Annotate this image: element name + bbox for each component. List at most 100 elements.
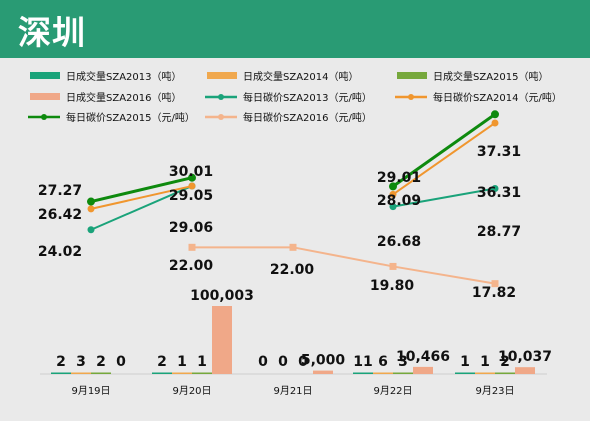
legend-swatch-1	[30, 72, 60, 79]
legend-label-6: 每日碳价SZA2014（元/吨）	[433, 91, 562, 104]
bar-label: 0	[258, 354, 268, 370]
legend-label-4: 日成交量SZA2016（吨）	[66, 91, 182, 104]
line-label: 22.00	[169, 258, 214, 274]
legend-marker-8	[218, 114, 224, 120]
line-segment-4	[292, 246, 394, 268]
bar-label: 0	[278, 354, 288, 370]
line-point-4	[188, 243, 196, 251]
bar-1-5	[455, 372, 475, 374]
x-tick-label: 9月19日	[71, 385, 110, 397]
line-segment-3	[392, 113, 496, 188]
x-tick-label: 9月23日	[475, 385, 514, 397]
bar-1-1	[51, 372, 71, 374]
line-point-2	[87, 205, 95, 213]
bar-2-1	[71, 372, 91, 374]
bar-label: 100,003	[190, 288, 254, 304]
bar-label: 2	[500, 354, 510, 370]
bar-label: 2	[56, 354, 66, 370]
page-title: 深圳	[18, 13, 86, 52]
title-bar: 深圳	[0, 0, 590, 58]
bar-2-2	[172, 372, 192, 374]
legend-swatch-2	[207, 72, 237, 79]
bar-1-4	[353, 372, 373, 374]
line-point-2	[389, 190, 397, 198]
line-segment-4	[392, 265, 496, 285]
line-segment-1	[90, 185, 193, 231]
bar-4-4	[413, 366, 433, 374]
bar-4-3	[313, 370, 333, 374]
line-label: 27.27	[38, 183, 82, 199]
bar-label: 10,466	[396, 349, 450, 365]
line-point-4	[491, 280, 499, 288]
bar-label: 6	[378, 354, 388, 370]
legend-label-8: 每日碳价SZA2016（元/吨）	[243, 111, 372, 124]
x-tick-label: 9月22日	[373, 385, 412, 397]
x-tick-label: 9月20日	[172, 385, 211, 397]
line-segment-3	[90, 176, 193, 203]
line-segment-2	[90, 185, 193, 210]
line-point-4	[289, 243, 297, 251]
legend-label-3: 日成交量SZA2015（吨）	[433, 70, 549, 83]
legend-label-1: 日成交量SZA2013（吨）	[66, 70, 182, 83]
bar-label: 1	[177, 354, 187, 370]
line-point-2	[491, 119, 499, 127]
legend-swatch-3	[397, 72, 427, 79]
legend-marker-6	[408, 94, 414, 100]
line-label: 37.31	[477, 144, 521, 160]
chart-area: 日成交量SZA2013（吨） 日成交量SZA2014（吨） 日成交量SZA2015（…	[28, 70, 562, 397]
bar-3-1	[91, 372, 111, 374]
bar-label: 5,000	[301, 353, 346, 369]
line-label: 28.77	[477, 224, 521, 240]
line-segment-2	[392, 122, 496, 196]
line-label: 19.80	[370, 278, 415, 294]
bar-label: 11	[353, 354, 372, 370]
line-label: 30.01	[169, 164, 213, 180]
bar-1-2	[152, 372, 172, 374]
bar-label: 3	[76, 354, 86, 370]
legend-label-7: 每日碳价SZA2015（元/吨）	[66, 111, 195, 124]
line-label: 26.42	[38, 207, 82, 223]
bar-3-4	[393, 372, 413, 374]
line-point-1	[491, 184, 499, 192]
line-label: 36.31	[477, 185, 521, 201]
bar-2-5	[475, 372, 495, 374]
line-label: 29.05	[169, 188, 213, 204]
bar-3-5	[495, 372, 515, 374]
line-point-3	[491, 110, 499, 119]
legend-marker-5	[218, 94, 224, 100]
line-label: 29.06	[169, 220, 213, 236]
line-label: 29.01	[377, 170, 421, 186]
line-point-3	[188, 173, 196, 182]
bar-label: 1	[197, 354, 207, 370]
bar-label: 2	[96, 354, 106, 370]
bar-label: 2	[157, 354, 167, 370]
line-point-1	[87, 226, 95, 234]
bar-2-4	[373, 372, 393, 374]
bar-3-2	[192, 372, 212, 374]
bar-4-2	[212, 306, 232, 374]
bar-label: 0	[298, 354, 308, 370]
legend-marker-7	[41, 114, 47, 120]
x-tick-label: 9月21日	[273, 385, 312, 397]
line-label: 17.82	[472, 285, 516, 301]
bar-label: 3	[398, 354, 408, 370]
line-point-3	[87, 197, 95, 206]
line-point-2	[188, 182, 196, 190]
bar-label: 1	[460, 354, 470, 370]
line-point-1	[389, 203, 397, 211]
legend-label-2: 日成交量SZA2014（吨）	[243, 70, 359, 83]
line-label: 26.68	[377, 234, 421, 250]
line-segment-1	[392, 187, 496, 208]
line-label: 22.00	[270, 262, 315, 278]
bar-label: 0	[116, 354, 126, 370]
line-label: 28.09	[377, 193, 421, 209]
bar-label: 1	[480, 354, 490, 370]
bar-4-5	[515, 367, 535, 374]
legend-label-5: 每日碳价SZA2013（元/吨）	[243, 91, 372, 104]
bar-label: 10,037	[498, 349, 552, 365]
line-point-4	[389, 262, 397, 270]
legend-swatch-4	[30, 93, 60, 100]
line-label: 24.02	[38, 244, 82, 260]
line-point-3	[389, 182, 397, 191]
